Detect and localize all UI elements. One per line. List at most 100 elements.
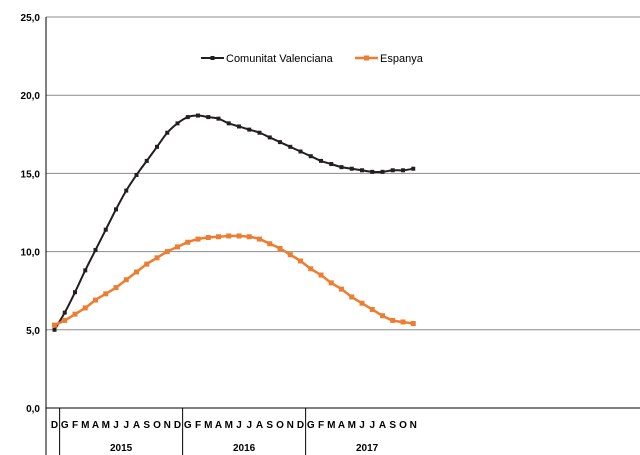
data-point xyxy=(123,277,129,283)
x-tick-label: F xyxy=(318,420,324,431)
x-tick-label: N xyxy=(164,420,171,431)
x-tick-label: A xyxy=(133,420,140,431)
y-tick-label: 5,0 xyxy=(26,326,40,337)
data-point xyxy=(298,149,303,154)
data-point xyxy=(308,266,314,272)
y-tick-label: 20,0 xyxy=(21,91,41,102)
data-point xyxy=(62,317,68,323)
data-point xyxy=(206,115,211,120)
legend-label: Espanya xyxy=(380,53,424,65)
data-point xyxy=(267,135,272,140)
y-tick-label: 10,0 xyxy=(21,248,41,259)
x-tick-label: M xyxy=(102,420,110,431)
data-point xyxy=(287,252,293,258)
x-tick-label: M xyxy=(348,420,356,431)
data-point xyxy=(390,317,396,323)
data-point xyxy=(175,121,180,126)
x-tick-label: F xyxy=(195,420,201,431)
x-tick-label: J xyxy=(236,420,242,431)
data-point xyxy=(155,144,159,149)
data-point xyxy=(339,165,344,170)
data-point xyxy=(267,241,273,247)
data-point xyxy=(93,248,98,253)
data-point xyxy=(114,207,118,212)
data-point xyxy=(410,321,416,327)
x-tick-label: A xyxy=(215,420,222,431)
x-tick-label: S xyxy=(266,420,273,431)
x-tick-label: M xyxy=(204,420,212,431)
x-tick-label: J xyxy=(113,420,119,431)
data-point xyxy=(359,300,365,306)
data-point xyxy=(349,166,354,171)
data-point xyxy=(93,297,98,303)
x-tick-label: M xyxy=(81,420,89,431)
x-tick-label: G xyxy=(61,420,69,431)
x-tick-label: D xyxy=(174,420,181,431)
data-point xyxy=(144,261,150,267)
x-tick-label: S xyxy=(143,420,150,431)
x-tick-label: O xyxy=(153,420,161,431)
series-lines xyxy=(52,113,416,332)
data-point xyxy=(380,169,385,174)
data-point xyxy=(278,140,282,145)
data-point xyxy=(277,245,283,251)
data-point xyxy=(164,249,170,255)
data-point xyxy=(369,306,375,312)
x-tick-label: A xyxy=(379,420,386,431)
y-tick-label: 25,0 xyxy=(21,13,41,24)
data-point xyxy=(52,327,57,332)
data-point xyxy=(175,244,180,250)
data-point xyxy=(185,239,191,245)
data-point xyxy=(298,258,303,264)
data-point xyxy=(349,294,355,300)
data-point xyxy=(52,322,57,328)
data-point xyxy=(390,168,395,173)
x-tick-label: J xyxy=(246,420,252,431)
data-point xyxy=(329,162,334,167)
x-tick-label: M xyxy=(225,420,233,431)
data-point xyxy=(246,234,252,240)
data-point xyxy=(237,124,241,129)
x-tick-label: A xyxy=(92,420,99,431)
x-tick-label: D xyxy=(51,420,58,431)
x-tick-label: D xyxy=(297,420,304,431)
legend-label: Comunitat Valenciana xyxy=(226,53,334,65)
data-point xyxy=(247,127,252,132)
data-point xyxy=(318,272,324,278)
data-point xyxy=(205,235,211,241)
x-axis-years: 2015 2016 2017 xyxy=(110,443,379,454)
data-point xyxy=(83,268,88,273)
x-tick-label: S xyxy=(389,420,396,431)
legend-marker xyxy=(210,56,215,60)
data-point xyxy=(216,116,221,121)
legend: Comunitat Valenciana Espanya xyxy=(201,53,424,65)
year-label: 2017 xyxy=(356,443,379,454)
data-point xyxy=(257,130,262,135)
data-point xyxy=(401,168,405,173)
data-point xyxy=(319,158,323,163)
data-point xyxy=(226,121,231,126)
gridlines xyxy=(46,16,640,331)
x-tick-label: O xyxy=(399,420,407,431)
x-tick-label: A xyxy=(338,420,345,431)
data-point xyxy=(257,236,262,242)
y-tick-label: 15,0 xyxy=(21,169,41,180)
data-point xyxy=(103,227,108,232)
x-tick-label: N xyxy=(287,420,294,431)
series-line xyxy=(53,234,414,327)
data-point xyxy=(196,113,200,118)
data-point xyxy=(154,255,160,261)
x-tick-label: J xyxy=(359,420,365,431)
data-point xyxy=(328,280,334,286)
x-tick-label: M xyxy=(327,420,335,431)
data-point xyxy=(226,233,232,239)
data-point xyxy=(134,269,139,275)
x-tick-label: N xyxy=(410,420,417,431)
data-point xyxy=(73,290,77,295)
data-point xyxy=(134,172,139,177)
data-point xyxy=(113,285,119,291)
data-point xyxy=(360,168,364,173)
x-tick-label: G xyxy=(307,420,315,431)
data-point xyxy=(411,166,416,171)
